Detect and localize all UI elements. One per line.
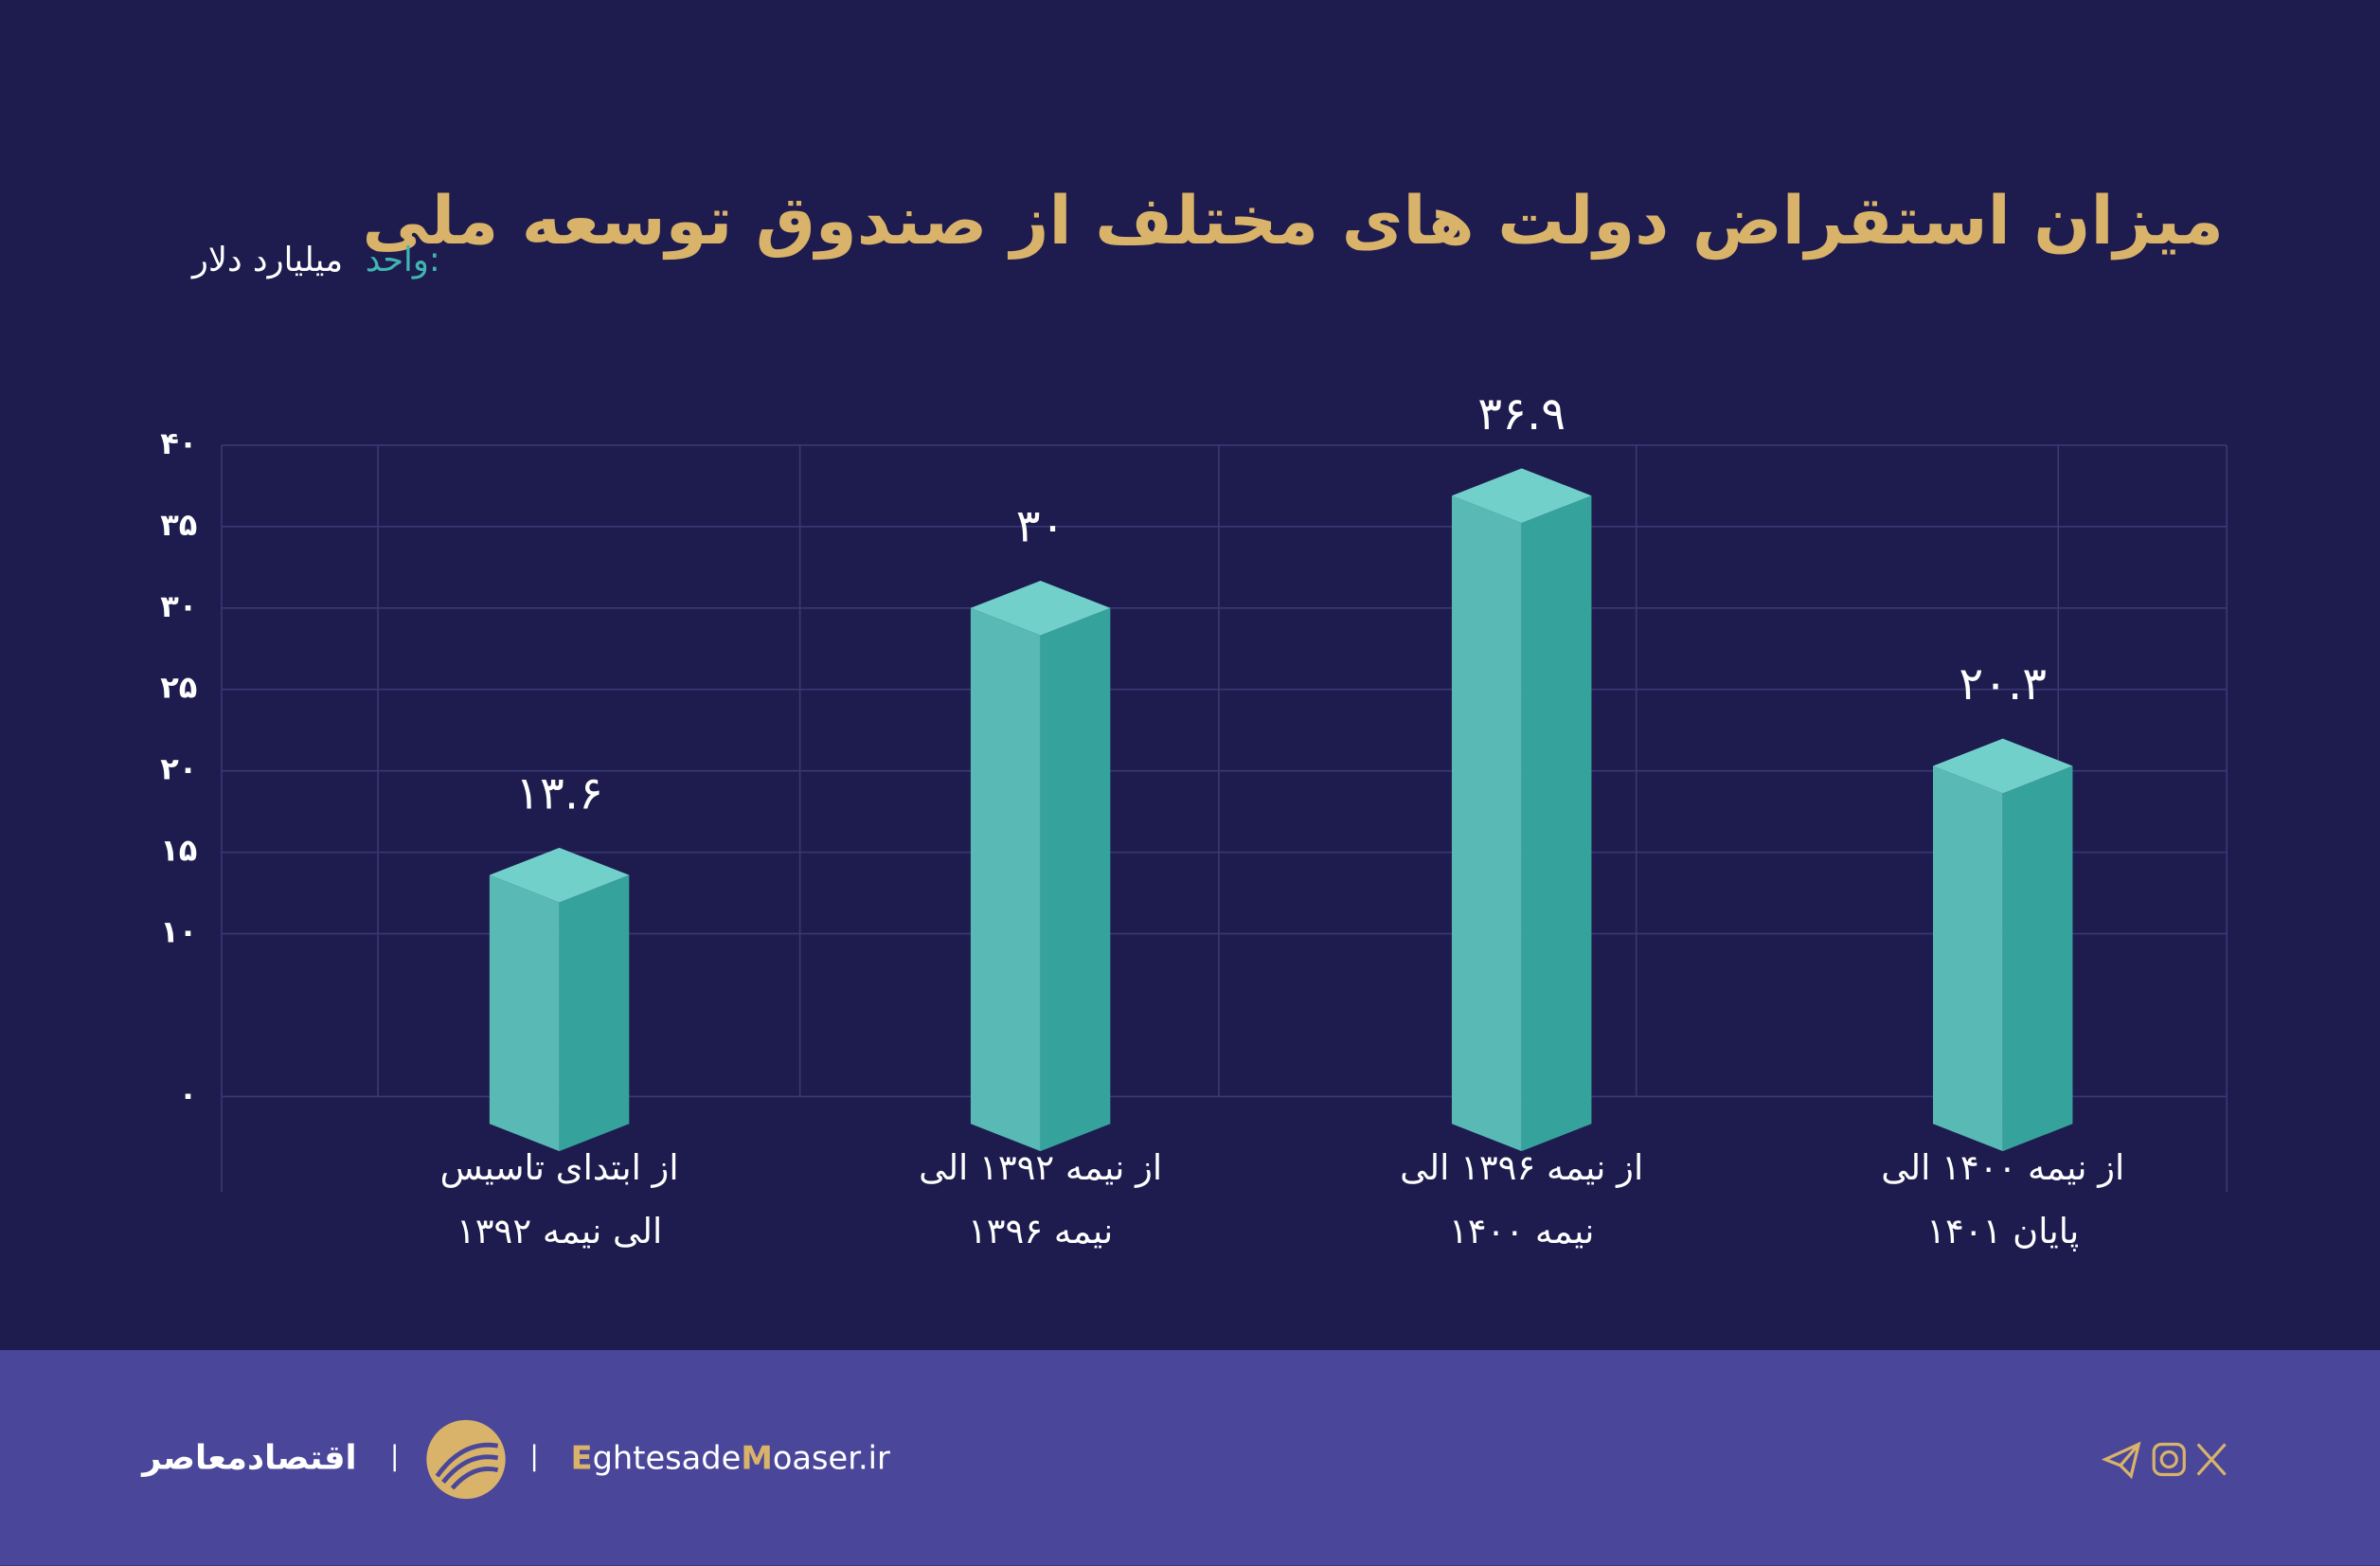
x-tick-label: از ابتدای تاسیس (440, 1147, 679, 1188)
unit-label: واحد: (366, 241, 440, 279)
bar-side (1040, 607, 1111, 1152)
value-label: ۱۳.۶ (515, 766, 603, 819)
bar-side (1521, 495, 1592, 1152)
x-icon[interactable] (2196, 1443, 2227, 1476)
social-icons (2101, 1441, 2227, 1480)
website: EghtesadeMoaser.ir (571, 1439, 890, 1476)
x-tick-label: از نیمه ۱۳۹۶ الی (1400, 1147, 1643, 1188)
bar-front (970, 607, 1041, 1152)
y-tick-label: ۰ (179, 1076, 198, 1112)
bar-top (1933, 738, 2073, 794)
bar-front (1933, 765, 2003, 1152)
y-tick-label: ۱۵ (160, 833, 197, 869)
y-tick-label: ۲۵ (160, 670, 197, 706)
instagram-icon-lens (2159, 1449, 2178, 1469)
bar-top (489, 847, 630, 903)
y-tick-label: ۲۰ (160, 751, 197, 787)
x-tick-label: نیمه ۱۳۹۶ (968, 1211, 1113, 1251)
website-part: E (571, 1439, 593, 1476)
plot: ۰ ۱۰ ۱۵ ۲۰ ۲۵ ۳۰ ۳۵ ۴۰ ۱۳.۶ از ابتدای تاسیس الی نی… (160, 387, 2228, 1251)
bar (1933, 738, 2073, 1152)
website-part: M (741, 1439, 772, 1476)
bar-side (559, 874, 630, 1152)
telegram-icon[interactable] (2101, 1441, 2141, 1480)
unit: میلیارد دلار (190, 241, 343, 279)
y-tick-label: ۴۰ (160, 425, 197, 461)
instagram-icon[interactable] (2152, 1442, 2186, 1477)
bar-top (970, 580, 1111, 636)
footer-brand: اقتصادمعاصر (140, 1438, 357, 1477)
value-label: ۳۰ (1016, 499, 1065, 552)
logo-lines (435, 1442, 499, 1490)
website-part: oaser.ir (773, 1439, 890, 1476)
x-tick-label: نیمه ۱۴۰۰ (1449, 1211, 1594, 1251)
website-part: ghtesade (593, 1439, 742, 1476)
x-tick-label: از نیمه ۱۳۹۲ الی (919, 1147, 1162, 1188)
bar-front (1451, 495, 1522, 1152)
logo (426, 1419, 506, 1500)
value-label: ۳۶.۹ (1477, 387, 1566, 441)
x-tick-label: پایان ۱۴۰۱ (1926, 1211, 2079, 1251)
x-tick-label: از نیمه ۱۴۰۰ الی (1881, 1147, 2124, 1188)
value-label: ۲۰.۳ (1959, 657, 2047, 711)
chart-title: میزان استقراض دولت های مختلف از صندوق تو… (362, 182, 2223, 261)
bar-front (489, 874, 560, 1152)
y-tick-label: ۳۵ (160, 507, 197, 543)
x-tick-label: الی نیمه ۱۳۹۲ (456, 1211, 662, 1251)
bar (970, 580, 1111, 1152)
y-tick-label: ۱۰ (160, 914, 197, 950)
bar (489, 847, 630, 1152)
y-tick-label: ۳۰ (160, 588, 197, 624)
bar (1451, 468, 1592, 1152)
bar-side (2002, 765, 2073, 1152)
footer-band (0, 1350, 2380, 1566)
